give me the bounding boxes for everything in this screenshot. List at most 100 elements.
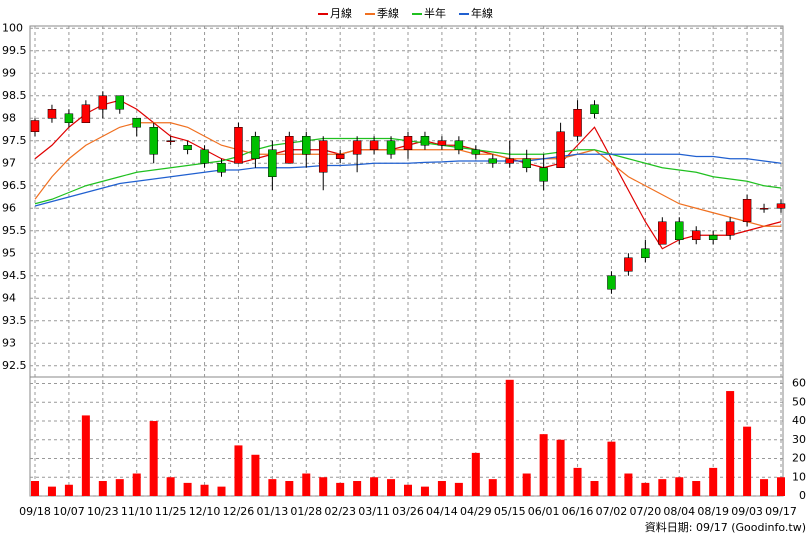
x-tick-label: 11/10 [121, 505, 153, 518]
candle-body [386, 140, 396, 155]
candle-body [251, 136, 260, 159]
candle-body [725, 221, 735, 236]
candle-body [369, 140, 379, 150]
y-tick-label: 95.5 [2, 224, 27, 237]
candle-body [166, 140, 175, 142]
legend-label: 季線 [377, 6, 399, 20]
candle-body [81, 104, 91, 123]
legend-label: 年線 [471, 6, 493, 20]
y2-tick-label: 20 [792, 452, 806, 465]
candle-body [708, 235, 718, 240]
candle-body [64, 113, 74, 123]
candle-body [675, 221, 684, 240]
candle-body [302, 136, 311, 155]
y-tick-label: 93 [2, 336, 16, 349]
volume-bar [336, 482, 345, 496]
y2-tick-label: 60 [792, 377, 806, 390]
volume-bar [420, 486, 429, 496]
volume-bar [743, 426, 752, 496]
volume-bar [285, 481, 294, 496]
x-tick-label: 02/23 [324, 505, 356, 518]
volume-bar [115, 479, 124, 496]
x-tick-label: 03/11 [358, 505, 390, 518]
candle-body [624, 257, 633, 272]
y-tick-label: 96 [2, 201, 16, 214]
candle-body [183, 145, 192, 150]
x-tick-label: 04/14 [426, 505, 458, 518]
volume-bar [777, 477, 785, 496]
x-tick-label: 06/01 [528, 505, 560, 518]
volume-bar [505, 379, 514, 496]
candle-body [539, 167, 548, 182]
candle-body [115, 95, 125, 110]
footer: 資料日期: 09/17 (Goodinfo.tw) [645, 520, 806, 534]
candle-body [505, 158, 514, 164]
x-tick-label: 01/28 [290, 505, 322, 518]
volume-bar [64, 484, 73, 496]
plot-frame [29, 25, 784, 497]
y2-tick-label: 50 [792, 395, 806, 408]
x-tick-label: 01/13 [257, 505, 289, 518]
x-tick-label: 09/18 [19, 505, 51, 518]
volume-bar [132, 473, 141, 496]
x-tick-label: 12/10 [189, 505, 221, 518]
x-tick-label: 08/04 [663, 505, 695, 518]
x-tick-label: 09/17 [765, 505, 797, 518]
volume-bar [234, 445, 243, 496]
candle-body [776, 203, 786, 209]
candle-body [403, 136, 413, 150]
y-tick-label: 93.5 [2, 314, 27, 327]
volume-bar [31, 481, 39, 496]
y2-tick-label: 30 [792, 433, 806, 446]
volume-bar [166, 477, 175, 496]
candle-body [471, 149, 481, 155]
candle-body [268, 149, 277, 177]
legend-label: 半年 [424, 6, 446, 20]
legend-label: 月線 [330, 6, 352, 20]
x-tick-label: 07/20 [630, 505, 662, 518]
y-tick-label: 95 [2, 246, 16, 259]
volume-bar [387, 479, 396, 496]
candle-body [759, 208, 769, 210]
volume-bar [471, 452, 480, 496]
y2-tick-label: 0 [799, 489, 806, 502]
x-tick-label: 08/19 [697, 505, 729, 518]
volume-bar [760, 479, 769, 496]
x-tick-label: 03/26 [392, 505, 424, 518]
y-tick-label: 94.5 [2, 269, 27, 282]
y-tick-label: 97.5 [2, 134, 27, 147]
candle-body [318, 140, 328, 173]
x-tick-label: 09/03 [731, 505, 763, 518]
candle-body [217, 163, 226, 173]
candle-body [573, 109, 582, 137]
volume-bar [556, 439, 565, 496]
volume-bar [47, 486, 56, 496]
volume-bar [353, 481, 362, 496]
y-tick-label: 98 [2, 111, 16, 124]
ma-line [34, 153, 782, 207]
y-tick-label: 92.5 [2, 359, 27, 372]
x-tick-label: 12/26 [223, 505, 255, 518]
candle-body [742, 199, 752, 222]
candle-body [488, 158, 498, 164]
candle-body [30, 120, 40, 132]
volume-bar [98, 481, 107, 496]
candle-body [132, 118, 141, 128]
x-tick-label: 07/02 [596, 505, 628, 518]
y2-tick-label: 10 [792, 470, 806, 483]
candle-body [607, 275, 616, 290]
volume-bar [437, 481, 446, 496]
volume-bar [319, 477, 328, 496]
x-tick-label: 04/29 [460, 505, 492, 518]
volume-bar [726, 391, 735, 496]
volume-bar [404, 484, 412, 496]
volume-bar [200, 484, 209, 496]
candle-body [658, 221, 667, 245]
candle-body [420, 136, 430, 146]
volume-bar [251, 454, 260, 496]
candle-body [691, 230, 701, 240]
x-tick-label: 06/16 [562, 505, 594, 518]
candle-body [149, 127, 158, 155]
y-tick-label: 99.5 [2, 44, 27, 57]
